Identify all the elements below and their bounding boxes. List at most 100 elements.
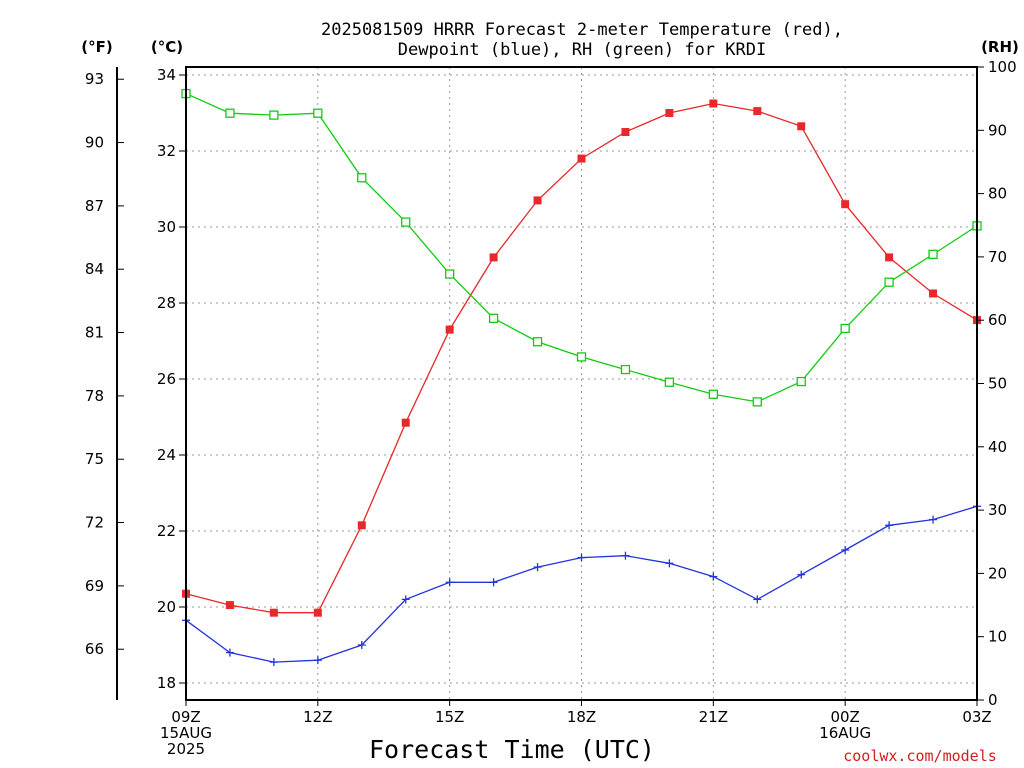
- rh-point: [664, 377, 675, 387]
- rh-point: [357, 173, 367, 183]
- rh-unit-label: (RH): [981, 38, 1019, 56]
- dewpoint-point: [797, 570, 806, 579]
- dewpoint-point: [621, 551, 630, 560]
- x-tick-label: 2025: [167, 740, 205, 758]
- temperature-point: [357, 521, 366, 530]
- rh-tick-label: 30: [988, 501, 1007, 519]
- celsius-tick-label: 28: [157, 294, 176, 312]
- temperature-point: [225, 601, 234, 610]
- rh-point: [269, 110, 279, 120]
- dewpoint-point: [357, 641, 366, 649]
- celsius-tick-label: 30: [157, 218, 176, 236]
- rh-tick-label: 40: [988, 438, 1007, 456]
- temperature-point: [577, 154, 586, 163]
- fahrenheit-tick-label: 69: [85, 577, 104, 595]
- rh-point: [445, 269, 455, 279]
- rh-tick-label: 0: [988, 691, 998, 709]
- celsius-tick-label: 32: [157, 142, 176, 160]
- rh-point: [532, 337, 543, 347]
- fahrenheit-tick-label: 72: [85, 514, 104, 532]
- rh-tick-label: 80: [988, 185, 1007, 203]
- rh-tick-label: 100: [988, 58, 1017, 76]
- x-tick-label: 15Z: [435, 708, 464, 726]
- celsius-unit-label: (°C): [151, 38, 183, 56]
- chart-title-line-2: Dewpoint (blue), RH (green) for KRDI: [398, 40, 766, 60]
- celsius-tick-label: 34: [157, 66, 176, 84]
- dewpoint-point: [533, 563, 542, 572]
- dewpoint-point: [225, 648, 234, 657]
- credit-text: coolwx.com/models: [843, 747, 997, 765]
- rh-point: [752, 397, 762, 407]
- celsius-tick-label: 24: [157, 446, 176, 464]
- temperature-point: [445, 325, 454, 334]
- dewpoint-point: [313, 656, 322, 665]
- fahrenheit-tick-label: 75: [85, 450, 104, 468]
- dewpoint-point: [269, 658, 278, 667]
- rh-point: [708, 389, 718, 399]
- dewpoint-point: [753, 595, 762, 604]
- rh-point: [401, 217, 411, 227]
- rh-tick-label: 60: [988, 311, 1007, 329]
- fahrenheit-tick-label: 78: [85, 387, 104, 405]
- dewpoint-point: [577, 553, 586, 562]
- x-tick-label: 18Z: [567, 708, 596, 726]
- rh-tick-label: 10: [988, 628, 1007, 646]
- temperature-point: [533, 196, 542, 205]
- temperature-point: [401, 418, 410, 427]
- rh-point: [884, 277, 894, 287]
- fahrenheit-tick-label: 84: [85, 260, 104, 278]
- text-layer: 2025081509 HRRR Forecast 2-meter Tempera…: [81, 20, 1019, 765]
- dewpoint-point: [489, 578, 498, 587]
- temperature-point: [621, 128, 630, 136]
- temperature-point: [489, 253, 498, 262]
- x-axis-title: Forecast Time (UTC): [369, 735, 655, 764]
- x-tick-label: 21Z: [699, 708, 728, 726]
- rh-point: [796, 376, 806, 387]
- rh-point: [488, 313, 499, 323]
- rh-tick-label: 20: [988, 564, 1007, 582]
- fahrenheit-tick-label: 81: [85, 324, 104, 342]
- dewpoint-point: [445, 578, 454, 587]
- temperature-point: [665, 109, 674, 117]
- celsius-tick-label: 20: [157, 598, 176, 616]
- temperature-point: [269, 608, 278, 617]
- rh-point: [313, 108, 323, 118]
- fahrenheit-tick-label: 87: [85, 197, 104, 215]
- fahrenheit-unit-label: (°F): [81, 38, 112, 56]
- series-layer: [181, 88, 982, 667]
- dewpoint-point: [665, 559, 674, 568]
- temperature-point: [753, 107, 762, 116]
- celsius-tick-label: 18: [157, 674, 176, 692]
- x-tick-label: 03Z: [962, 708, 991, 726]
- fahrenheit-tick-label: 66: [85, 640, 104, 658]
- x-tick-label: 09Z: [171, 708, 200, 726]
- rh-point: [620, 364, 631, 375]
- rh-point: [928, 249, 938, 260]
- dewpoint-point: [841, 546, 850, 554]
- x-tick-label: 00Z: [830, 708, 859, 726]
- dewpoint-point: [929, 515, 938, 524]
- temperature-point: [885, 253, 894, 262]
- rh-tick-label: 70: [988, 248, 1007, 266]
- rh-point: [225, 108, 235, 118]
- rh-point: [576, 352, 587, 362]
- dewpoint-point: [885, 521, 894, 530]
- dewpoint-point: [401, 595, 410, 604]
- rh-tick-label: 90: [988, 121, 1007, 139]
- x-tick-label: 16AUG: [819, 724, 871, 742]
- x-tick-label: 15AUG: [160, 724, 212, 742]
- fahrenheit-tick-label: 93: [85, 70, 104, 88]
- temperature-point: [841, 200, 850, 209]
- axes-layer: 18 20 22 24 26 28 30 32 34 66 69 72 75 78 81 84 87 90 93 0 1…: [85, 58, 1017, 758]
- celsius-tick-label: 26: [157, 370, 176, 388]
- rh-point: [840, 323, 850, 334]
- chart-title-line-1: 2025081509 HRRR Forecast 2-meter Tempera…: [321, 20, 843, 40]
- celsius-tick-label: 22: [157, 522, 176, 540]
- dewpoint-point: [709, 572, 718, 581]
- temperature-point: [797, 122, 806, 131]
- fahrenheit-tick-label: 90: [85, 134, 104, 152]
- x-tick-label: 12Z: [303, 708, 332, 726]
- temperature-point: [929, 289, 938, 298]
- rh-tick-label: 50: [988, 375, 1007, 393]
